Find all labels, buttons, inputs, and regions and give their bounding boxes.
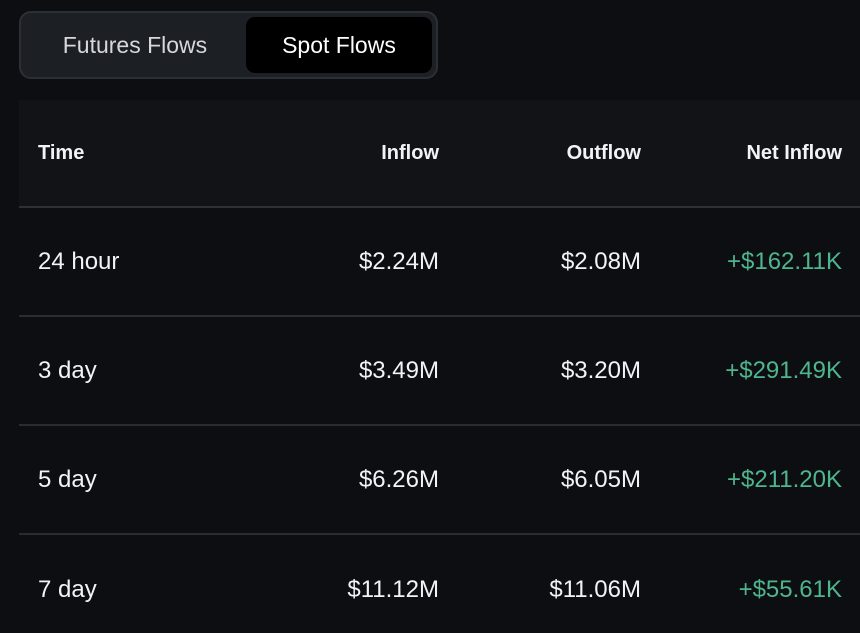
cell-net-inflow: +$162.11K xyxy=(727,247,842,275)
table-row: 7 day $11.12M $11.06M +$55.61K xyxy=(19,535,860,633)
cell-outflow: $3.20M xyxy=(560,356,641,384)
cell-time: 5 day xyxy=(38,465,97,493)
cell-inflow: $11.12M xyxy=(347,575,439,603)
cell-time: 24 hour xyxy=(38,247,120,275)
cell-time: 7 day xyxy=(38,575,97,603)
table-header: Time Inflow Outflow Net Inflow xyxy=(19,100,860,208)
cell-outflow: $6.05M xyxy=(560,465,641,493)
table-row: 5 day $6.26M $6.05M +$211.20K xyxy=(19,426,860,535)
table-row: 24 hour $2.24M $2.08M +$162.11K xyxy=(19,208,860,317)
tab-spot-flows[interactable]: Spot Flows xyxy=(245,17,432,73)
header-net-inflow: Net Inflow xyxy=(746,141,842,164)
cell-net-inflow: +$211.20K xyxy=(727,465,842,493)
cell-time: 3 day xyxy=(38,356,97,384)
header-inflow: Inflow xyxy=(381,141,439,164)
header-time: Time xyxy=(38,141,85,164)
cell-outflow: $11.06M xyxy=(549,575,641,603)
cell-inflow: $2.24M xyxy=(358,247,439,275)
cell-inflow: $6.26M xyxy=(358,465,439,493)
cell-outflow: $2.08M xyxy=(560,247,641,275)
header-outflow: Outflow xyxy=(566,141,641,164)
cell-inflow: $3.49M xyxy=(358,356,439,384)
cell-net-inflow: +$55.61K xyxy=(738,575,842,603)
flows-table: Time Inflow Outflow Net Inflow 24 hour $… xyxy=(19,100,860,633)
table-row: 3 day $3.49M $3.20M +$291.49K xyxy=(19,317,860,426)
cell-net-inflow: +$291.49K xyxy=(725,356,842,384)
flow-type-tabs: Futures Flows Spot Flows xyxy=(19,11,438,79)
tab-futures-flows[interactable]: Futures Flows xyxy=(62,31,208,58)
